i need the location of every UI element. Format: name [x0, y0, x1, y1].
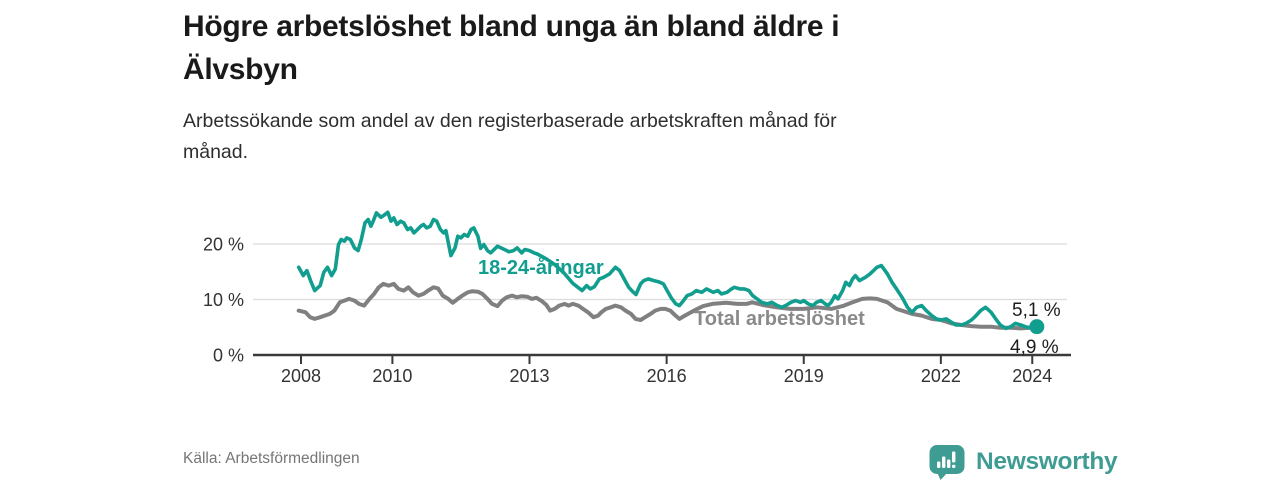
- x-tick-label: 2010: [372, 366, 412, 386]
- series-line-youth: [296, 210, 1039, 331]
- series-line-total: [296, 281, 1039, 331]
- axis-group: [253, 353, 1071, 364]
- series-label-total: Total arbetslöshet: [694, 308, 865, 330]
- chart-subtitle: Arbetssökande som andel av den registerb…: [183, 106, 1063, 168]
- source-text: Källa: Arbetsförmedlingen: [183, 450, 360, 467]
- gridlines-group: [253, 243, 1067, 301]
- newsworthy-logo: Newsworthy: [928, 443, 1118, 481]
- series-lines-group: [296, 210, 1045, 335]
- end-label-total: 4,9 %: [1010, 337, 1059, 358]
- chart-subtitle-line2: månad.: [183, 141, 249, 163]
- series-label-youth: 18-24-åringar: [478, 256, 604, 279]
- tick-labels-group: 2008 2010 2013 2016 2019 2022 2024 0 % 10 % 20 %: [203, 234, 1052, 386]
- x-tick-label: 2008: [281, 366, 321, 386]
- y-tick-label: 0 %: [213, 346, 244, 366]
- page-title-line1: Högre arbetslöshet bland unga än bland ä…: [183, 10, 840, 43]
- x-tick-label: 2024: [1012, 366, 1052, 386]
- y-tick-label: 10 %: [203, 290, 244, 310]
- newsworthy-wordmark: Newsworthy: [976, 448, 1118, 475]
- y-tick-label: 20 %: [203, 234, 244, 254]
- chart-area: 2008 2010 2013 2016 2019 2022 2024 0 % 10 % 20 % …: [180, 185, 1100, 405]
- end-label-youth: 5,1 %: [1012, 300, 1061, 321]
- page-title: Högre arbetslöshet bland unga än bland ä…: [183, 5, 1053, 91]
- x-tick-label: 2019: [784, 366, 824, 386]
- x-tick-label: 2016: [647, 366, 687, 386]
- page-title-line2: Älvsbyn: [183, 53, 298, 86]
- chart-subtitle-line1: Arbetssökande som andel av den registerb…: [183, 110, 837, 132]
- series-end-dot: [1029, 319, 1045, 335]
- newsworthy-logo-icon: [928, 443, 966, 481]
- x-tick-label: 2022: [921, 366, 961, 386]
- x-tick-label: 2013: [509, 366, 549, 386]
